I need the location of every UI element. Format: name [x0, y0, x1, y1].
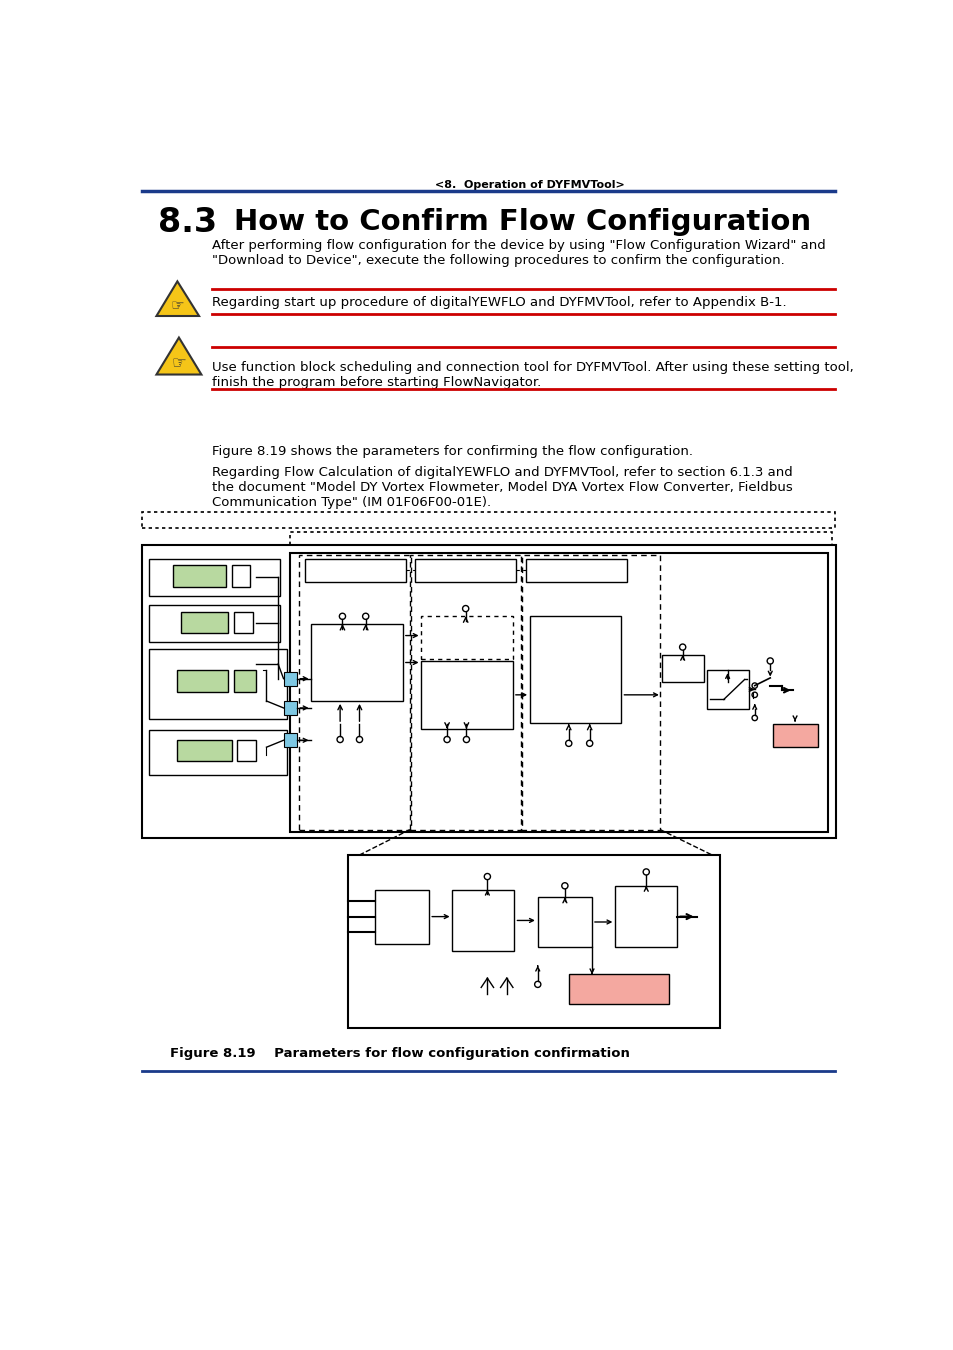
Bar — [568, 975, 669, 1003]
Polygon shape — [156, 338, 201, 374]
Text: After performing flow configuration for the device by using "Flow Configuration : After performing flow configuration for … — [212, 239, 825, 267]
Text: <8.  Operation of DYFMVTool>: <8. Operation of DYFMVTool> — [435, 180, 624, 190]
Bar — [283, 672, 297, 686]
Bar — [311, 624, 402, 701]
Bar — [290, 554, 827, 832]
Bar — [525, 559, 626, 582]
Bar — [415, 559, 516, 582]
Text: ☞: ☞ — [172, 354, 186, 373]
Bar — [149, 730, 286, 775]
Text: Regarding Flow Calculation of digitalYEWFLO and DYFMVTool, refer to section 6.1.: Regarding Flow Calculation of digitalYEW… — [212, 466, 792, 509]
Bar — [232, 566, 250, 587]
Text: Figure 8.19    Parameters for flow configuration confirmation: Figure 8.19 Parameters for flow configur… — [170, 1048, 629, 1061]
Bar — [283, 701, 297, 716]
Bar — [142, 545, 835, 838]
Text: Figure 8.19 shows the parameters for confirming the flow configuration.: Figure 8.19 shows the parameters for con… — [212, 446, 693, 459]
Bar — [177, 670, 228, 691]
Bar — [149, 649, 286, 718]
Bar — [283, 733, 297, 747]
Text: Regarding start up procedure of digitalYEWFLO and DYFMVTool, refer to Appendix B: Regarding start up procedure of digitalY… — [212, 297, 786, 309]
Bar — [615, 886, 677, 948]
Bar — [421, 662, 513, 729]
Text: Use function block scheduling and connection tool for DYFMVTool. After using the: Use function block scheduling and connec… — [212, 360, 853, 389]
Bar — [452, 890, 514, 952]
Polygon shape — [156, 281, 199, 316]
Text: 8.3: 8.3 — [158, 205, 217, 239]
Bar — [149, 559, 280, 595]
Bar — [173, 566, 226, 587]
Bar — [233, 670, 255, 691]
Bar — [305, 559, 406, 582]
Bar — [233, 612, 253, 633]
Bar — [181, 612, 228, 633]
Bar — [348, 855, 720, 1029]
Bar — [537, 898, 592, 948]
Bar — [661, 655, 703, 682]
Bar — [236, 740, 255, 761]
Bar — [772, 724, 817, 747]
Bar — [149, 605, 280, 641]
Bar — [530, 617, 620, 722]
Text: ☞: ☞ — [171, 298, 184, 313]
Text: How to Confirm Flow Configuration: How to Confirm Flow Configuration — [233, 208, 810, 236]
Bar — [177, 740, 232, 761]
Bar — [706, 670, 748, 709]
Bar — [375, 890, 429, 944]
